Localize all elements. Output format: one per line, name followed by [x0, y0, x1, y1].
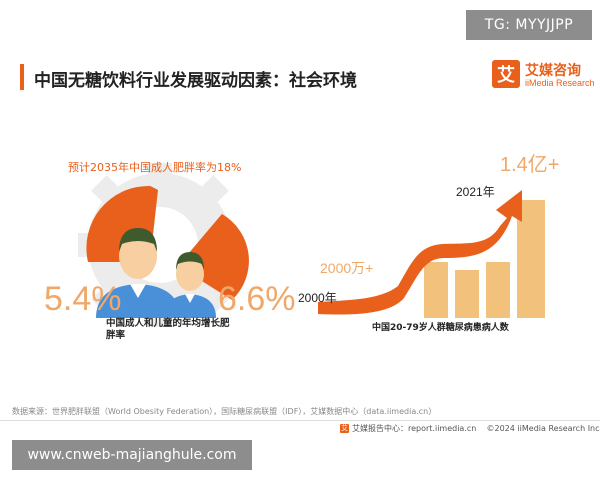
data-source-text: 数据来源：世界肥胖联盟（World Obesity Federation），国际… [12, 407, 437, 416]
report-center-text: 艾媒报告中心：report.iimedia.cn [352, 424, 477, 433]
footer-divider [0, 420, 600, 421]
logo-english-name: iiMedia Research [525, 78, 595, 88]
title-accent-bar [20, 64, 24, 90]
report-center-icon: 艾 [340, 424, 349, 433]
child-growth-rate: 6.6% [218, 280, 296, 318]
value-2000-label: 2000万+ [320, 260, 374, 276]
obesity-caption: 中国成人和儿童的年均增长肥胖率 [106, 318, 230, 341]
diabetes-caption: 中国20-79岁人群糖尿病患病人数 [372, 323, 509, 333]
logo-name: 艾媒咨询 [525, 63, 581, 79]
iimedia-logo-icon: 艾 [492, 60, 520, 88]
child-pie-arc [178, 214, 249, 300]
website-watermark: www.cnweb-majianghule.com [12, 440, 252, 470]
copyright-text: ©2024 iiMedia Research Inc [486, 424, 600, 433]
value-2021-label: 1.4亿+ [500, 154, 560, 176]
bar-1 [424, 262, 448, 318]
footer-info: 艾艾媒报告中心：report.iimedia.cn ©2024 iiMedia … [340, 423, 600, 434]
obesity-forecast-text: 预计2035年中国成人肥胖率为18% [68, 161, 242, 174]
page-title: 中国无糖饮料行业发展驱动因素：社会环境 [34, 71, 357, 91]
bar-2 [455, 270, 479, 318]
adult-growth-rate: 5.4% [44, 280, 122, 318]
bar-3 [486, 262, 510, 318]
year-2021-label: 2021年 [456, 185, 495, 199]
growth-arrow-icon [318, 190, 522, 315]
telegram-watermark: TG: MYYJJPP [466, 10, 592, 40]
year-2000-label: 2000年 [298, 291, 337, 305]
child-person-icon [164, 252, 216, 318]
adult-person-icon [96, 228, 180, 318]
diabetes-bars [424, 200, 545, 318]
